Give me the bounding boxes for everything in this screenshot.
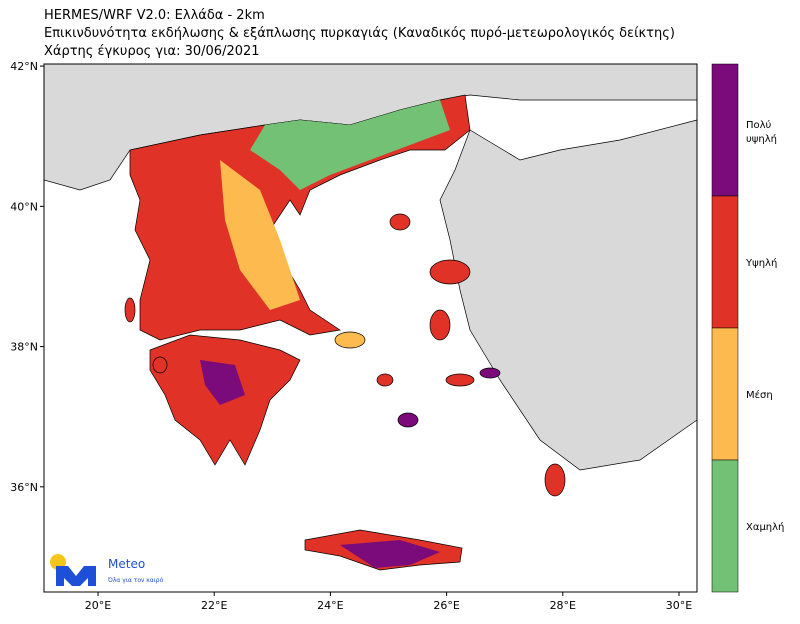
island — [152, 356, 168, 374]
x-tick-label: 26°E — [433, 599, 459, 612]
y-tick-label: 38°N — [10, 341, 38, 354]
island — [389, 213, 411, 231]
x-tick-label: 30°E — [666, 599, 692, 612]
colorbar: Πολύ υψηλή Υψηλή Μέση Χαμηλή — [711, 63, 784, 593]
colorbar-band — [711, 63, 739, 197]
x-tick-label: 20°E — [85, 599, 111, 612]
land-turkey — [439, 119, 698, 471]
island — [429, 309, 451, 341]
island — [544, 463, 566, 497]
zone-medium — [220, 160, 300, 310]
y-tick-label: 42°N — [10, 60, 38, 73]
island — [334, 331, 366, 349]
island — [479, 367, 501, 379]
x-tick-label: 28°E — [550, 599, 576, 612]
map-frame — [43, 63, 698, 593]
x-tick-label: 22°E — [201, 599, 227, 612]
y-tick-label: 36°N — [10, 481, 38, 494]
island — [429, 259, 471, 285]
colorbar-band — [711, 327, 739, 461]
colorbar-label: Υψηλή — [745, 257, 777, 269]
title-line: HERMES/WRF V2.0: Ελλάδα - 2km — [44, 8, 265, 23]
island — [397, 412, 419, 428]
title-line: Επικινδυνότητα εκδήλωσης & εξάπλωσης πυρ… — [44, 26, 675, 41]
zone-very-high — [200, 360, 245, 405]
title-line: Χάρτης έγκυρος για: 30/06/2021 — [44, 44, 260, 59]
logo-name: Meteo — [108, 557, 145, 571]
colorbar-band — [711, 459, 739, 593]
x-tick-label: 24°E — [317, 599, 343, 612]
zone-very-high — [340, 540, 440, 568]
logo: Meteo Όλα για τον καιρό — [50, 554, 164, 586]
y-tick-label: 40°N — [10, 200, 38, 213]
map — [43, 63, 698, 593]
island — [124, 297, 136, 323]
zone-low — [250, 100, 450, 190]
colorbar-band — [711, 195, 739, 329]
island — [376, 373, 394, 387]
colorbar-label: Μέση — [746, 389, 773, 401]
colorbar-label: Χαμηλή — [746, 521, 784, 533]
logo-mark — [56, 566, 96, 586]
island — [445, 373, 475, 387]
logo-tagline: Όλα για τον καιρό — [107, 577, 164, 584]
colorbar-label: Πολύ υψηλή — [746, 119, 777, 145]
